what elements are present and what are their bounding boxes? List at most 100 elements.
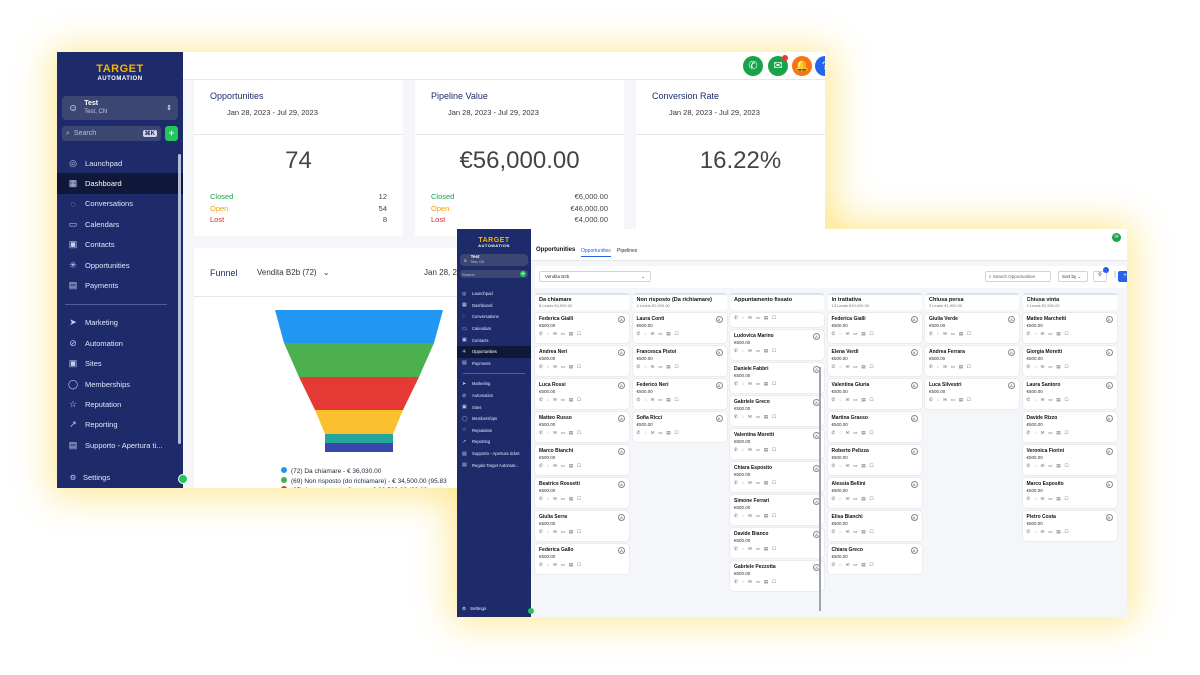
assignee-avatar-icon[interactable]: A <box>1105 349 1113 356</box>
card-action-icons[interactable]: ✆ ◌ ✉ ▭ ▤ ☐ <box>734 315 778 320</box>
assignee-avatar-icon[interactable]: A <box>1105 481 1113 488</box>
opportunity-card[interactable]: Beatrice Rossetti €500.00 ✆ ◌ ✉ ▭ ▤ ☐ A <box>535 478 629 508</box>
opportunity-card[interactable]: Sofia Ricci €500.00 ✆ ◌ ✉ ▭ ▤ ☐ A <box>632 412 727 442</box>
funnel-stage-5[interactable] <box>325 434 393 443</box>
opportunity-card[interactable]: Chiara Greco €500.00 ✆ ◌ ✉ ▭ ▤ ☐ A <box>827 544 922 574</box>
assignee-avatar-icon[interactable]: A <box>1105 415 1113 422</box>
opportunity-card[interactable]: Matteo Russo €500.00 ✆ ◌ ✉ ▭ ▤ ☐ A <box>535 412 629 442</box>
assignee-avatar-icon[interactable]: A <box>910 481 918 488</box>
assignee-avatar-icon[interactable]: A <box>1105 316 1113 323</box>
sidebar-item-payments[interactable]: ▤ Payments <box>457 358 531 370</box>
assignee-avatar-icon[interactable]: A <box>618 448 625 455</box>
opportunity-card[interactable]: Federica Gialli €500.00 ✆ ◌ ✉ ▭ ▤ ☐ A <box>535 313 629 343</box>
sidebar-item-supporto-apertura-ti-[interactable]: ▤ Supporto - Apertura ti... <box>57 435 183 455</box>
card-action-icons[interactable]: ✆ ◌ ✉ ▭ ▤ ☐ <box>1026 397 1070 402</box>
scrollbar[interactable] <box>178 154 181 444</box>
assignee-avatar-icon[interactable]: A <box>910 514 918 521</box>
opportunity-card[interactable]: Giulia Serra €500.00 ✆ ◌ ✉ ▭ ▤ ☐ A <box>535 511 629 541</box>
add-opportunity-button[interactable]: + <box>1118 271 1127 282</box>
assignee-avatar-icon[interactable]: A <box>1008 382 1015 389</box>
sidebar-item-opportunities[interactable]: ✳ Opportunities <box>457 345 531 358</box>
card-action-icons[interactable]: ✆ ◌ ✉ ▭ ▤ ☐ <box>831 364 875 369</box>
sidebar-item-sites[interactable]: ▣ Sites <box>457 401 531 413</box>
assignee-avatar-icon[interactable]: A <box>1105 514 1113 521</box>
opportunity-card[interactable]: Laura Santoro €500.00 ✆ ◌ ✉ ▭ ▤ ☐ A <box>1022 379 1117 409</box>
sidebar-item-automation[interactable]: ⊘ Automation <box>57 333 183 353</box>
opportunity-card[interactable]: Andrea Neri €500.00 ✆ ◌ ✉ ▭ ▤ ☐ A <box>535 346 629 376</box>
card-action-icons[interactable]: ✆ ◌ ✉ ▭ ▤ ☐ <box>539 529 583 534</box>
card-action-icons[interactable]: ✆ ◌ ✉ ▭ ▤ ☐ <box>929 397 973 402</box>
opportunity-card[interactable]: Federico Neri €500.00 ✆ ◌ ✉ ▭ ▤ ☐ A <box>632 379 727 409</box>
assignee-avatar-icon[interactable]: A <box>1008 349 1015 356</box>
assignee-avatar-icon[interactable]: A <box>910 316 918 323</box>
assignee-avatar-icon[interactable]: A <box>715 382 723 389</box>
assignee-avatar-icon[interactable]: A <box>910 415 918 422</box>
legend-item[interactable]: (65) Appuntamento fissato - € 32,500.00 … <box>281 486 447 488</box>
card-action-icons[interactable]: ✆ ◌ ✉ ▭ ▤ ☐ <box>831 562 875 567</box>
sidebar-item-dashboard[interactable]: ▦ Dashboard <box>457 300 531 312</box>
collapse-toggle[interactable] <box>178 474 188 484</box>
opportunity-card[interactable]: Ludovica Marino €500.00 ✆ ◌ ✉ ▭ ▤ ☐ A <box>730 330 824 360</box>
card-action-icons[interactable]: ✆ ◌ ✉ ▭ ▤ ☐ <box>539 397 583 402</box>
board-scrollbar[interactable] <box>819 367 821 611</box>
opportunity-card[interactable]: Elena Verdi €500.00 ✆ ◌ ✉ ▭ ▤ ☐ A <box>827 346 922 376</box>
opportunity-card[interactable]: Giorgia Moretti €500.00 ✆ ◌ ✉ ▭ ▤ ☐ A <box>1022 346 1117 376</box>
sidebar-item-calendars[interactable]: ▭ Calendars <box>57 214 183 234</box>
account-switcher[interactable]: ☺ Test Test, CN <box>460 254 528 266</box>
card-action-icons[interactable]: ✆ ◌ ✉ ▭ ▤ ☐ <box>734 546 778 551</box>
announcement-button[interactable]: ✉ <box>768 56 788 76</box>
card-action-icons[interactable]: ✆ ◌ ✉ ▭ ▤ ☐ <box>539 364 583 369</box>
sidebar-item-dashboard[interactable]: ▦ Dashboard <box>57 173 183 194</box>
sidebar-item-sites[interactable]: ▣ Sites <box>57 354 183 374</box>
opportunity-card[interactable]: Laura Conti €500.00 ✆ ◌ ✉ ▭ ▤ ☐ A <box>632 313 727 343</box>
legend-item[interactable]: (69) Non risposto (do richiamare) - € 34… <box>281 476 447 487</box>
card-action-icons[interactable]: ✆ ◌ ✉ ▭ ▤ ☐ <box>539 331 583 336</box>
opportunity-card[interactable]: Davide Bianco €500.00 ✆ ◌ ✉ ▭ ▤ ☐ A <box>730 528 824 558</box>
sidebar-item-conversations[interactable]: ◌ Conversations <box>457 311 531 323</box>
funnel-stage-6[interactable] <box>325 443 393 452</box>
assignee-avatar-icon[interactable]: A <box>618 382 625 389</box>
sidebar-item-marketing[interactable]: ➤ Marketing <box>57 313 183 333</box>
card-action-icons[interactable]: ✆ ◌ ✉ ▭ ▤ ☐ <box>734 480 778 485</box>
sidebar-item-contacts[interactable]: ▣ Contacts <box>457 334 531 346</box>
opportunity-card[interactable]: Alessia Bellini €500.00 ✆ ◌ ✉ ▭ ▤ ☐ A <box>827 478 922 508</box>
card-action-icons[interactable]: ✆ ◌ ✉ ▭ ▤ ☐ <box>734 414 778 419</box>
card-action-icons[interactable]: ✆ ◌ ✉ ▭ ▤ ☐ <box>734 513 778 518</box>
announcement-button[interactable]: ✉ <box>1112 233 1121 242</box>
card-action-icons[interactable]: ✆ ◌ ✉ ▭ ▤ ☐ <box>539 562 583 567</box>
card-action-icons[interactable]: ✆ ◌ ✉ ▭ ▤ ☐ <box>831 430 875 435</box>
assignee-avatar-icon[interactable]: A <box>618 514 625 521</box>
assignee-avatar-icon[interactable]: A <box>715 349 723 356</box>
sidebar-item-reputation[interactable]: ☆ Reputation <box>457 425 531 437</box>
help-button[interactable]: ? <box>815 56 825 76</box>
sidebar-item-calendars[interactable]: ▭ Calendars <box>457 323 531 335</box>
opportunity-card[interactable]: Valentina Giuria €500.00 ✆ ◌ ✉ ▭ ▤ ☐ A <box>827 379 922 409</box>
assignee-avatar-icon[interactable]: A <box>813 333 820 340</box>
funnel-stage-2[interactable] <box>284 343 434 377</box>
opportunity-card[interactable]: Pietro Costa €500.00 ✆ ◌ ✉ ▭ ▤ ☐ A <box>1022 511 1117 541</box>
more-icon[interactable]: ⋮ <box>1112 272 1118 278</box>
opportunity-card[interactable]: Valentina Moretti €500.00 ✆ ◌ ✉ ▭ ▤ ☐ A <box>730 429 824 459</box>
sidebar-item-conversations[interactable]: ◌ Conversations <box>57 194 183 214</box>
card-action-icons[interactable]: ✆ ◌ ✉ ▭ ▤ ☐ <box>1026 331 1070 336</box>
card-action-icons[interactable]: ✆ ◌ ✉ ▭ ▤ ☐ <box>734 348 778 353</box>
card-action-icons[interactable]: ✆ ◌ ✉ ▭ ▤ ☐ <box>734 579 778 584</box>
opportunity-card[interactable]: Federica Gialli €500.00 ✆ ◌ ✉ ▭ ▤ ☐ A <box>827 313 922 343</box>
card-action-icons[interactable]: ✆ ◌ ✉ ▭ ▤ ☐ <box>636 397 680 402</box>
card-action-icons[interactable]: ✆ ◌ ✉ ▭ ▤ ☐ <box>831 331 875 336</box>
card-action-icons[interactable]: ✆ ◌ ✉ ▭ ▤ ☐ <box>929 364 973 369</box>
assignee-avatar-icon[interactable]: A <box>618 349 625 356</box>
sidebar-item-payments[interactable]: ▤ Payments <box>57 275 183 295</box>
sidebar-item-opportunities[interactable]: ✳ Opportunities <box>57 255 183 275</box>
card-action-icons[interactable]: ✆ ◌ ✉ ▭ ▤ ☐ <box>1026 463 1070 468</box>
assignee-avatar-icon[interactable]: A <box>715 415 723 422</box>
card-action-icons[interactable]: ✆ ◌ ✉ ▭ ▤ ☐ <box>539 430 583 435</box>
card-action-icons[interactable]: ✆ ◌ ✉ ▭ ▤ ☐ <box>636 364 680 369</box>
opportunity-card[interactable]: Gabriele Pezzotta €500.00 ✆ ◌ ✉ ▭ ▤ ☐ A <box>730 561 824 591</box>
filter-button[interactable]: ⚲ <box>1093 271 1107 282</box>
sidebar-item-regalo-target-automati-[interactable]: ▤ Regalo Target Automati... <box>457 459 531 471</box>
sidebar-item-launchpad[interactable]: ◎ Launchpad <box>457 288 531 300</box>
assignee-avatar-icon[interactable]: A <box>1105 448 1113 455</box>
opportunity-card[interactable]: Federica Gallo €500.00 ✆ ◌ ✉ ▭ ▤ ☐ A <box>535 544 629 574</box>
assignee-avatar-icon[interactable]: A <box>1105 382 1113 389</box>
